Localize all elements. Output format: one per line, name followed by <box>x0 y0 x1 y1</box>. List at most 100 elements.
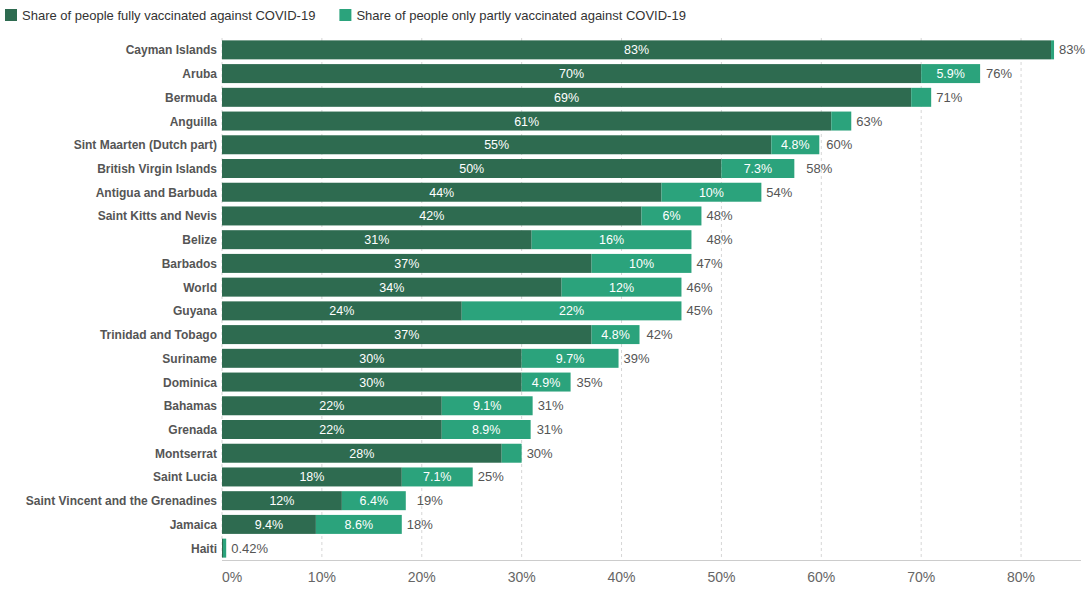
data-label: 9.1% <box>473 399 502 413</box>
bar-segment <box>222 254 592 273</box>
category-label: Dominica <box>163 376 217 390</box>
bar-segment <box>721 159 794 178</box>
category-label: Haiti <box>191 542 217 556</box>
data-label: 61% <box>514 115 539 129</box>
bar-segment <box>222 88 911 107</box>
bar-segment <box>222 278 562 297</box>
category-label: Suriname <box>162 352 217 366</box>
category-label: Barbados <box>162 257 218 271</box>
data-label: 6.4% <box>360 494 389 508</box>
tick-label: 60% <box>807 569 835 585</box>
legend-label: Share of people fully vaccinated against… <box>22 8 315 23</box>
bar-segment <box>222 373 522 392</box>
category-label: Jamaica <box>170 518 218 532</box>
grid: 0%10%20%30%40%50%60%70%80% <box>222 38 1035 585</box>
bar-segment <box>911 88 931 107</box>
total-label: 45% <box>686 303 712 318</box>
total-label: 83% <box>1059 42 1085 57</box>
data-label: 28% <box>349 447 374 461</box>
data-label: 70% <box>559 67 584 81</box>
bar-segment <box>1051 40 1054 59</box>
bar-segment <box>592 254 692 273</box>
bar-segment <box>222 183 661 202</box>
data-label: 30% <box>359 352 384 366</box>
data-label: 83% <box>624 43 649 57</box>
total-label: 47% <box>696 256 722 271</box>
total-label: 0.42% <box>231 541 268 556</box>
category-label: Montserrat <box>155 447 217 461</box>
tick-label: 10% <box>308 569 336 585</box>
total-label: 25% <box>478 469 504 484</box>
total-label: 76% <box>986 66 1012 81</box>
bar-segment <box>592 325 640 344</box>
data-label: 6% <box>662 209 680 223</box>
bar-segment <box>223 539 226 558</box>
data-label: 69% <box>554 91 579 105</box>
tick-label: 70% <box>907 569 935 585</box>
bar-segment <box>222 420 442 439</box>
bar-segment <box>642 206 702 225</box>
legend-label: Share of people only partly vaccinated a… <box>356 8 686 23</box>
total-label: 30% <box>527 446 553 461</box>
bar-segment <box>316 515 402 534</box>
tick-label: 50% <box>707 569 735 585</box>
bar-segment <box>522 373 571 392</box>
bar-segment <box>462 301 682 320</box>
category-label: British Virgin Islands <box>97 162 217 176</box>
category-label: Aruba <box>182 67 217 81</box>
data-label: 34% <box>379 281 404 295</box>
bar-segment <box>222 349 522 368</box>
category-label: Bermuda <box>165 91 217 105</box>
chart: 0%10%20%30%40%50%60%70%80%Share of peopl… <box>0 0 1092 598</box>
data-label: 4.9% <box>532 376 561 390</box>
bar-segment <box>222 444 502 463</box>
total-label: 19% <box>417 493 443 508</box>
data-label: 55% <box>484 138 509 152</box>
x-axis-line <box>222 560 1081 561</box>
data-label: 5.9% <box>936 67 965 81</box>
data-label: 9.7% <box>556 352 585 366</box>
category-label: Grenada <box>168 423 217 437</box>
grid-line <box>1021 38 1022 560</box>
category-label: Trinidad and Tobago <box>100 328 217 342</box>
data-label: 22% <box>319 399 344 413</box>
bar-segment <box>222 112 831 131</box>
data-label: 7.3% <box>744 162 773 176</box>
data-label: 18% <box>299 470 324 484</box>
data-label: 22% <box>319 423 344 437</box>
data-label: 31% <box>364 233 389 247</box>
grid-line <box>921 38 922 560</box>
total-label: 31% <box>537 422 563 437</box>
category-label: Sint Maarten (Dutch part) <box>74 138 217 152</box>
data-label: 42% <box>419 209 444 223</box>
bar-segment <box>222 206 642 225</box>
total-label: 58% <box>806 161 832 176</box>
data-label: 9.4% <box>255 518 284 532</box>
bar-segment <box>562 278 682 297</box>
data-label: 7.1% <box>423 470 452 484</box>
total-label: 42% <box>647 327 673 342</box>
data-label: 8.6% <box>345 518 374 532</box>
bar-segment <box>831 112 851 131</box>
bar-segment <box>222 325 592 344</box>
tick-label: 40% <box>608 569 636 585</box>
category-label: Guyana <box>173 304 217 318</box>
bar-segment <box>222 159 721 178</box>
total-label: 54% <box>766 185 792 200</box>
bar-segment <box>342 491 406 510</box>
bar-segment <box>222 396 442 415</box>
data-label: 24% <box>329 304 354 318</box>
bar-segment <box>222 64 921 83</box>
bar-segment <box>222 230 532 249</box>
category-label: Saint Kitts and Nevis <box>98 209 218 223</box>
category-label: Belize <box>182 233 217 247</box>
category-label: Bahamas <box>164 399 218 413</box>
category-label: Cayman Islands <box>126 43 218 57</box>
labels: Cayman Islands83%Aruba70%5.9%Bermuda69%A… <box>26 42 1086 555</box>
category-label: Saint Lucia <box>153 470 217 484</box>
data-label: 4.8% <box>781 138 810 152</box>
tick-label: 30% <box>508 569 536 585</box>
data-label: 30% <box>359 376 384 390</box>
bar-segment <box>442 396 533 415</box>
total-label: 18% <box>407 517 433 532</box>
